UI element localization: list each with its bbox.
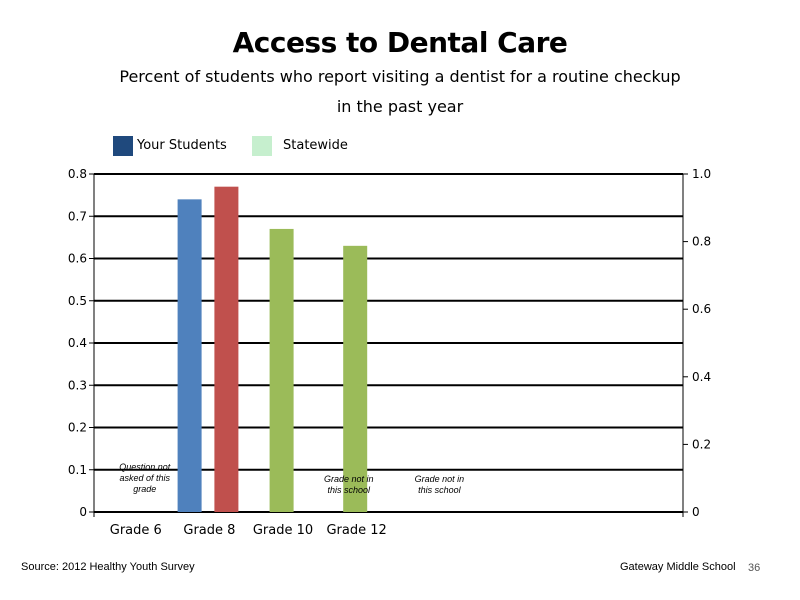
y2-tick-label: 0.2 (692, 437, 711, 451)
y2-tick-label: 0 (692, 505, 700, 519)
chart-subtitle-line1: Percent of students who report visiting … (119, 67, 681, 86)
page-number: 36 (748, 562, 761, 574)
bar (177, 199, 202, 512)
y-tick-label: 0.4 (68, 336, 87, 350)
chart-subtitle-line2: in the past year (336, 97, 464, 116)
x-category-label: Grade 8 (183, 523, 235, 538)
y-tick-label: 0.2 (68, 421, 87, 435)
annotation-text: this school (418, 485, 462, 495)
legend-label-your-students: Your Students (137, 138, 227, 153)
x-category-label: Grade 10 (253, 523, 313, 538)
x-category-label: Grade 6 (110, 523, 162, 538)
chart-title: Access to Dental Care (232, 26, 568, 59)
y-tick-label: 0.3 (68, 378, 87, 392)
x-category-label: Grade 12 (326, 523, 386, 538)
bar (214, 186, 239, 513)
annotation-text: Grade not in (415, 474, 465, 484)
bar (343, 245, 368, 512)
legend-swatch-your-students (113, 136, 133, 156)
legend-swatch-statewide (252, 136, 272, 156)
source-note: Source: 2012 Healthy Youth Survey (21, 561, 195, 573)
legend-label-statewide: Statewide (283, 138, 348, 153)
y-tick-label: 0.6 (68, 252, 87, 266)
annotation-text: asked of this (120, 473, 171, 483)
bar (269, 228, 294, 513)
school-name: Gateway Middle School (620, 561, 736, 573)
y2-tick-label: 0.4 (692, 370, 711, 384)
annotation-text: Question not (119, 462, 171, 472)
y-tick-label: 0.8 (68, 167, 87, 181)
annotation-text: grade (133, 484, 156, 494)
y2-tick-label: 0.8 (692, 235, 711, 249)
y-tick-label: 0.5 (68, 294, 87, 308)
y2-tick-label: 0.6 (692, 302, 711, 316)
annotation-text: Grade not in (324, 474, 374, 484)
y-tick-label: 0 (79, 505, 87, 519)
y-tick-label: 0.7 (68, 209, 87, 223)
y-tick-label: 0.1 (68, 463, 87, 477)
annotation-text: this school (328, 485, 372, 495)
y2-tick-label: 1.0 (692, 167, 711, 181)
